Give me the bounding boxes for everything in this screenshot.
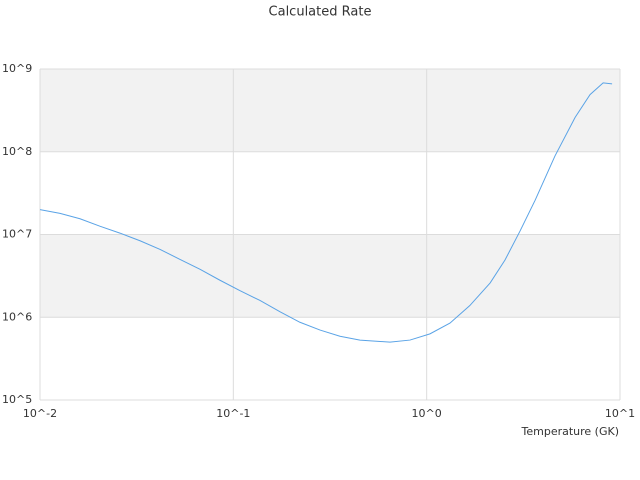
y-tick-label: 10^9 — [2, 62, 32, 75]
x-tick-label: 10^1 — [605, 407, 635, 420]
y-tick-label: 10^5 — [2, 393, 32, 406]
y-tick-label: 10^7 — [2, 228, 32, 241]
x-tick-label: 10^-1 — [216, 407, 250, 420]
data-line — [39, 82, 613, 343]
chart-title: Calculated Rate — [269, 5, 372, 20]
x-axis-label: Temperature (GK) — [521, 425, 620, 438]
grid-band — [40, 234, 620, 318]
x-tick-label: 10^0 — [412, 407, 442, 420]
grid-band — [40, 69, 620, 152]
y-tick-label: 10^6 — [2, 310, 32, 323]
y-tick-label: 10^8 — [2, 145, 32, 158]
x-tick-label: 10^-2 — [23, 407, 57, 420]
